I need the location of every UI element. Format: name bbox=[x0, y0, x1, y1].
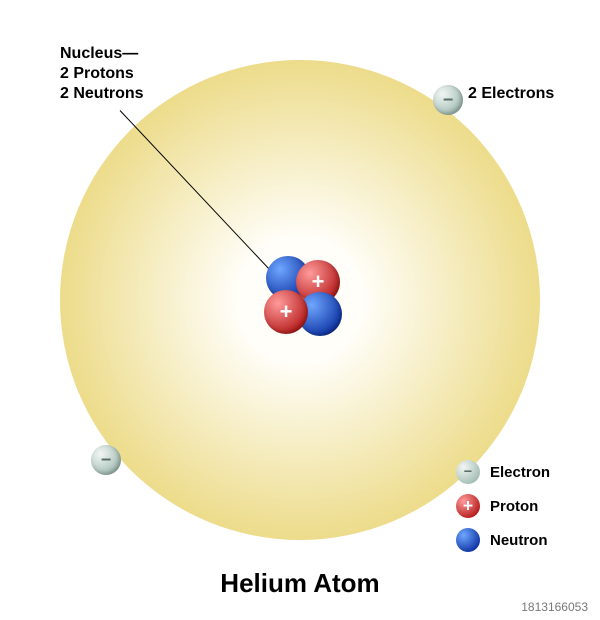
stock-id: 1813166053 bbox=[521, 600, 588, 614]
electron-symbol: − bbox=[101, 450, 112, 471]
diagram-title: Helium Atom bbox=[180, 568, 420, 599]
nucleus-label: Nucleus— 2 Protons 2 Neutrons bbox=[60, 44, 144, 104]
legend-item-proton: + Proton bbox=[456, 494, 538, 518]
electron-particle: − bbox=[91, 445, 121, 475]
neutron-icon bbox=[456, 528, 480, 552]
electron-icon: − bbox=[456, 460, 480, 484]
proton-symbol: + bbox=[280, 299, 293, 325]
proton-particle: + bbox=[264, 290, 308, 334]
nucleus-label-line1: Nucleus— bbox=[60, 45, 138, 62]
electrons-label: 2 Electrons bbox=[468, 84, 554, 104]
proton-legend-symbol: + bbox=[463, 496, 473, 517]
legend-item-neutron: Neutron bbox=[456, 528, 548, 552]
electron-particle: − bbox=[433, 85, 463, 115]
legend-label: Electron bbox=[490, 464, 550, 481]
proton-icon: + bbox=[456, 494, 480, 518]
nucleus-label-line3: 2 Neutrons bbox=[60, 85, 144, 102]
nucleus-label-line2: 2 Protons bbox=[60, 65, 134, 82]
legend-label: Neutron bbox=[490, 532, 548, 549]
electron-legend-symbol: − bbox=[464, 464, 472, 480]
electron-symbol: − bbox=[443, 90, 454, 111]
diagram-canvas: shutterstock Nucleus— 2 Protons 2 Neutro… bbox=[0, 0, 600, 620]
legend-item-electron: − Electron bbox=[456, 460, 550, 484]
legend-label: Proton bbox=[490, 498, 538, 515]
